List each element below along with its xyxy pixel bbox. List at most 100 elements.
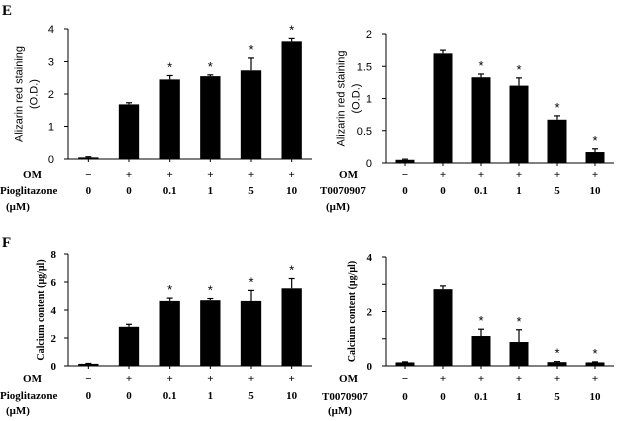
om-row-value: + <box>167 373 173 385</box>
drug-unit-label: (μM) <box>328 405 352 417</box>
om-row-value: + <box>592 169 598 181</box>
concentration-row-value: 1 <box>208 390 214 402</box>
y-tick-label: 0 <box>48 154 54 166</box>
y-tick-label: 4 <box>51 305 57 317</box>
y-tick-label: 8 <box>51 249 57 261</box>
om-row-label: OM <box>339 169 359 181</box>
concentration-row-value: 5 <box>248 185 254 197</box>
y-tick-label: 2 <box>366 29 372 41</box>
concentration-row-value: 0 <box>86 185 92 197</box>
concentration-row-value: 5 <box>554 391 560 403</box>
concentration-row-value: 10 <box>286 185 298 197</box>
y-tick-label: 2 <box>48 89 54 101</box>
chart-f-right: 0 2 4 Calcium content (μg/μl) − 0 +0 * +0.1 * +1 * +… <box>322 252 614 417</box>
drug-unit-label: (μM) <box>6 405 30 417</box>
y-axis-label: (O.D.) <box>351 84 363 114</box>
bar <box>395 159 415 163</box>
bar <box>200 76 221 159</box>
concentration-row-value: 10 <box>286 390 298 402</box>
bar <box>471 77 491 163</box>
drug-unit-label: (μM) <box>6 201 30 213</box>
concentration-row-value: 10 <box>590 185 602 197</box>
om-row-value: + <box>126 373 132 385</box>
significance-marker: * <box>554 346 559 361</box>
om-row-value: + <box>289 169 295 181</box>
om-row-value: − <box>85 169 91 181</box>
concentration-row-value: 0 <box>402 185 408 197</box>
y-tick-label: 6 <box>51 277 57 289</box>
bar <box>240 300 262 366</box>
om-row-value: + <box>167 169 173 181</box>
significance-marker: * <box>554 100 559 115</box>
bar <box>471 336 491 366</box>
y-axis-label: Calcium content (μg/μl) <box>36 259 47 360</box>
y-tick-label: 2 <box>367 307 373 319</box>
significance-marker: * <box>289 22 294 37</box>
concentration-row-value: 0.1 <box>474 185 488 197</box>
concentration-row-value: 0.1 <box>163 390 177 402</box>
significance-marker: * <box>516 314 521 329</box>
om-row-label: OM <box>23 373 43 385</box>
y-tick-label: 1.5 <box>357 61 372 73</box>
om-row-value: + <box>440 169 446 181</box>
significance-marker: * <box>478 58 483 73</box>
concentration-row-value: 0 <box>440 391 446 403</box>
bar <box>281 288 302 366</box>
y-tick-label: 3 <box>48 57 54 69</box>
om-row-value: − <box>402 169 408 181</box>
y-axis-label: (O.D.) <box>29 79 41 109</box>
bar <box>281 41 302 159</box>
om-row-value: + <box>440 373 446 385</box>
om-row-value: + <box>478 169 484 181</box>
concentration-row-value: 0 <box>126 390 132 402</box>
concentration-row-value: 0 <box>440 185 446 197</box>
concentration-row-value: 0.1 <box>474 391 488 403</box>
om-row-value: + <box>248 373 254 385</box>
significance-marker: * <box>248 42 253 57</box>
panel-label-e: E <box>2 3 12 19</box>
om-row-label: OM <box>339 373 359 385</box>
y-axis-label: Alizarin red staining <box>14 46 26 142</box>
significance-marker: * <box>478 313 483 328</box>
y-tick-label: 4 <box>48 24 54 36</box>
chart-e-left: 0 1 2 3 4 Alizarin red staining (O.D.) − 0 +0 * +0.… <box>0 22 312 213</box>
y-tick-label: 1 <box>48 122 54 134</box>
y-tick-label: 1 <box>366 94 372 106</box>
om-row-value: + <box>516 169 522 181</box>
y-tick-label: 0 <box>367 361 373 373</box>
significance-marker: * <box>516 62 521 77</box>
concentration-row-value: 1 <box>208 185 214 197</box>
bar <box>509 85 529 163</box>
bar <box>78 157 99 159</box>
om-row-value: + <box>207 169 213 181</box>
om-row-value: + <box>126 169 132 181</box>
significance-marker: * <box>248 274 253 289</box>
y-tick-label: 0 <box>366 158 372 170</box>
y-tick-label: 2 <box>51 333 57 345</box>
bar <box>509 342 529 366</box>
panel-label-f: F <box>2 235 11 251</box>
significance-marker: * <box>208 59 213 74</box>
significance-marker: * <box>167 282 172 297</box>
y-tick-label: 0.5 <box>357 126 372 138</box>
concentration-row-value: 0 <box>126 185 132 197</box>
bar <box>395 362 415 366</box>
concentration-row-value: 0.1 <box>163 185 177 197</box>
concentration-row-value: 1 <box>516 185 522 197</box>
om-row-label: OM <box>23 169 43 181</box>
bar <box>547 362 567 366</box>
concentration-row-value: 0 <box>402 391 408 403</box>
om-row-value: + <box>478 373 484 385</box>
om-row-value: + <box>248 169 254 181</box>
drug-row-label: Pioglitazone <box>0 390 58 402</box>
significance-marker: * <box>592 346 597 361</box>
bar <box>159 79 180 159</box>
y-tick-label: 4 <box>367 252 373 264</box>
om-row-value: + <box>554 169 560 181</box>
bar <box>118 104 140 159</box>
significance-marker: * <box>167 59 172 74</box>
chart-e-right: 0 0.5 1 1.5 2 Alizarin red staining (O.D.) − 0 +0… <box>320 29 614 213</box>
bar <box>433 289 453 366</box>
bar <box>159 300 180 366</box>
